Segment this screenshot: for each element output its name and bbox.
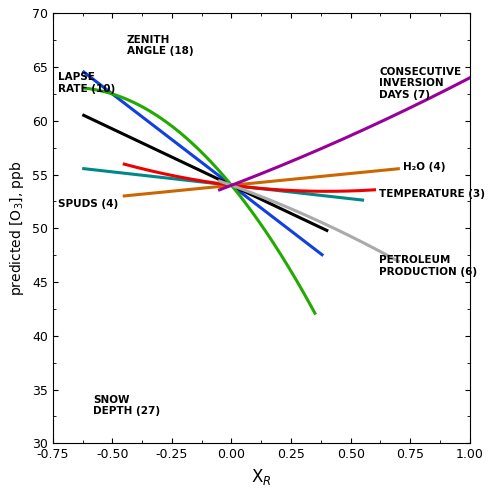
Y-axis label: predicted [O$_3$], ppb: predicted [O$_3$], ppb bbox=[8, 160, 26, 296]
Text: SPUDS (4): SPUDS (4) bbox=[58, 198, 118, 208]
Text: CONSECUTIVE
INVERSION
DAYS (7): CONSECUTIVE INVERSION DAYS (7) bbox=[379, 67, 462, 100]
X-axis label: X$_R$: X$_R$ bbox=[251, 467, 272, 487]
Text: H₂O (4): H₂O (4) bbox=[403, 162, 446, 172]
Text: ZENITH
ANGLE (18): ZENITH ANGLE (18) bbox=[126, 35, 194, 56]
Text: SNOW
DEPTH (27): SNOW DEPTH (27) bbox=[94, 395, 160, 416]
Text: PETROLEUM
PRODUCTION (6): PETROLEUM PRODUCTION (6) bbox=[379, 255, 478, 277]
Text: LAPSE
RATE (10): LAPSE RATE (10) bbox=[58, 72, 115, 94]
Text: TEMPERATURE (3): TEMPERATURE (3) bbox=[379, 189, 485, 199]
